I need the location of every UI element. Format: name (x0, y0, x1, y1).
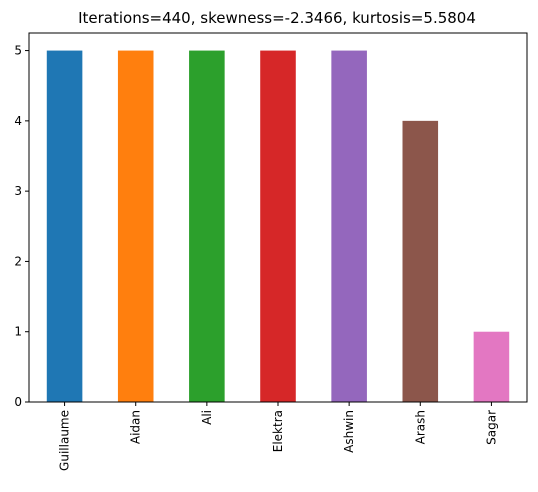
y-tick-label: 5 (14, 44, 22, 58)
x-tick-label: Aidan (129, 410, 143, 444)
y-tick-label: 1 (14, 325, 22, 339)
chart-title: Iterations=440, skewness=-2.3466, kurtos… (78, 9, 476, 27)
bars-group (46, 50, 510, 402)
x-tick-label: Ali (200, 410, 214, 425)
bar-ashwin (331, 50, 367, 402)
x-tick-label: Arash (413, 410, 427, 444)
y-tick-label: 4 (14, 114, 22, 128)
y-axis: 0 1 2 3 4 5 (14, 44, 29, 409)
x-tick-label: Elektra (271, 410, 285, 452)
bar-aidan (117, 50, 154, 402)
y-tick-label: 0 (14, 395, 22, 409)
x-tick-label: Sagar (484, 410, 498, 445)
bar-guillaume (46, 50, 83, 402)
bar-ali (189, 50, 225, 402)
y-tick-label: 3 (14, 184, 22, 198)
bar-arash (402, 120, 439, 402)
bar-elektra (260, 50, 296, 402)
y-tick-label: 2 (14, 254, 22, 268)
plot-frame (28, 32, 528, 403)
x-tick-label: Guillaume (58, 410, 72, 471)
bar-sagar (473, 331, 510, 402)
x-tick-label: Ashwin (342, 410, 356, 453)
x-axis: Guillaume Aidan Ali Elektra Ashwin Arash Sagar (58, 402, 498, 471)
